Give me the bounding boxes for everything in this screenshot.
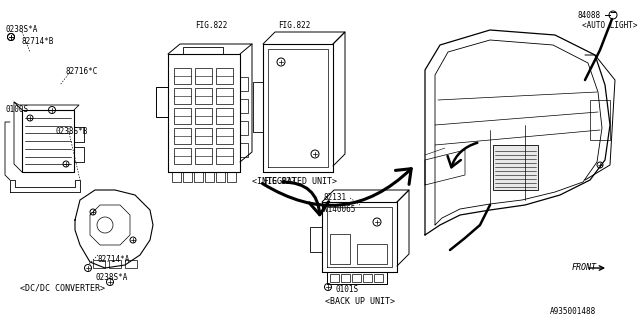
Bar — [240, 77, 248, 91]
Bar — [183, 172, 192, 182]
Bar — [330, 234, 350, 264]
Text: <DC/DC CONVERTER>: <DC/DC CONVERTER> — [20, 284, 105, 292]
Bar — [125, 260, 137, 268]
Bar — [172, 172, 181, 182]
Bar — [216, 88, 233, 104]
Text: FIG.822: FIG.822 — [195, 20, 227, 29]
Text: <INTEGRATED UNIT>: <INTEGRATED UNIT> — [252, 178, 337, 187]
Text: 82714*B: 82714*B — [22, 37, 54, 46]
Text: 82131: 82131 — [323, 194, 346, 203]
Bar — [493, 145, 538, 190]
Bar — [195, 148, 212, 164]
Text: 0101S: 0101S — [335, 285, 358, 294]
Bar — [174, 88, 191, 104]
Bar — [174, 108, 191, 124]
FancyArrowPatch shape — [262, 169, 412, 205]
Text: <BACK UP UNIT>: <BACK UP UNIT> — [325, 298, 395, 307]
Bar — [205, 172, 214, 182]
Text: 0238S*A: 0238S*A — [95, 274, 127, 283]
Text: FRONT: FRONT — [572, 263, 597, 273]
Text: 0238S*A: 0238S*A — [5, 26, 37, 35]
Bar — [195, 108, 212, 124]
Bar — [240, 121, 248, 135]
Bar — [216, 148, 233, 164]
FancyArrowPatch shape — [447, 143, 477, 167]
Bar — [363, 274, 372, 282]
Bar — [194, 172, 203, 182]
Bar — [374, 274, 383, 282]
Text: 82714*A: 82714*A — [98, 255, 131, 265]
Bar — [109, 260, 121, 268]
Bar — [93, 260, 105, 268]
Text: FIG.822: FIG.822 — [278, 20, 310, 29]
FancyArrowPatch shape — [283, 182, 328, 215]
Bar — [216, 108, 233, 124]
Bar — [357, 244, 387, 264]
Text: <AUTO LIGHT>: <AUTO LIGHT> — [582, 20, 637, 29]
Text: FIG.822: FIG.822 — [263, 178, 296, 187]
Bar — [352, 274, 361, 282]
Bar — [195, 68, 212, 84]
Bar — [174, 128, 191, 144]
Bar — [195, 128, 212, 144]
Bar — [174, 148, 191, 164]
Bar — [227, 172, 236, 182]
Bar — [341, 274, 350, 282]
Text: 0238S*B: 0238S*B — [55, 127, 88, 137]
Text: 0100S: 0100S — [5, 106, 28, 115]
Bar — [195, 88, 212, 104]
Text: 84088: 84088 — [578, 11, 601, 20]
Text: A935001488: A935001488 — [550, 308, 596, 316]
Bar — [174, 68, 191, 84]
Bar — [240, 99, 248, 113]
Bar — [330, 274, 339, 282]
Bar — [216, 172, 225, 182]
Bar — [240, 143, 248, 157]
Bar — [310, 227, 322, 252]
Bar — [216, 68, 233, 84]
Text: W140065: W140065 — [323, 205, 355, 214]
Bar — [216, 128, 233, 144]
Bar — [590, 100, 610, 140]
Text: 82716*C: 82716*C — [65, 68, 97, 76]
